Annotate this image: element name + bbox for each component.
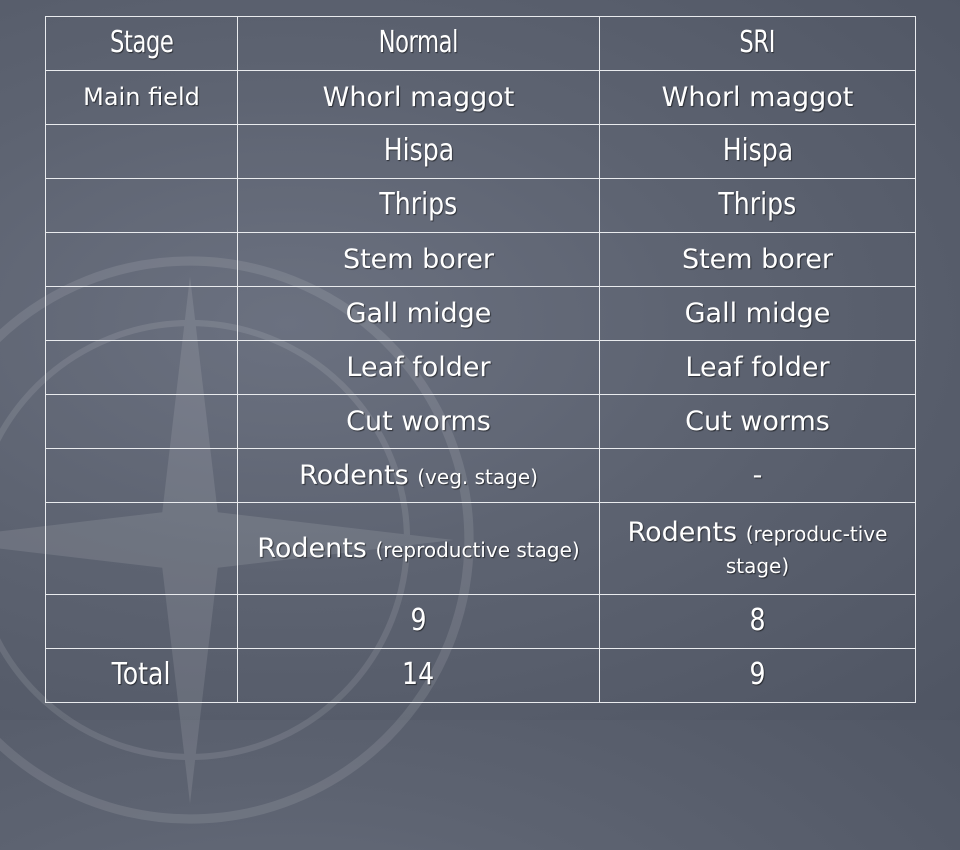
header-sri: SRI xyxy=(599,16,916,71)
sri-cell: 9 xyxy=(599,648,916,703)
normal-cell: Leaf folder xyxy=(237,340,600,395)
stage-cell xyxy=(45,178,238,233)
table-row: Rodents (reproductive stage) Rodents (re… xyxy=(45,502,916,595)
table-row: Main field Whorl maggot Whorl maggot xyxy=(45,70,916,125)
table-row: Stem borer Stem borer xyxy=(45,232,916,287)
table-row: Gall midge Gall midge xyxy=(45,286,916,341)
sri-cell: Gall midge xyxy=(599,286,916,341)
table-row: Rodents (veg. stage) - xyxy=(45,448,916,503)
stage-cell xyxy=(45,232,238,287)
stage-cell xyxy=(45,394,238,449)
sri-cell: Rodents (reproduc-tive stage) xyxy=(599,502,916,595)
header-normal: Normal xyxy=(237,16,600,71)
sri-cell: Hispa xyxy=(599,124,916,179)
sri-cell: 8 xyxy=(599,594,916,649)
pest-comparison-table: Stage Normal SRI Main field Whorl maggot… xyxy=(45,16,916,703)
normal-cell: Rodents (veg. stage) xyxy=(237,448,600,503)
stage-cell: Main field xyxy=(45,70,238,125)
stage-cell xyxy=(45,502,238,595)
header-stage: Stage xyxy=(45,16,238,71)
stage-cell: Total xyxy=(45,648,238,703)
stage-cell xyxy=(45,340,238,395)
normal-cell: 9 xyxy=(237,594,600,649)
normal-cell: Thrips xyxy=(237,178,600,233)
stage-cell xyxy=(45,286,238,341)
sri-cell: Whorl maggot xyxy=(599,70,916,125)
table-row: Hispa Hispa xyxy=(45,124,916,179)
normal-cell: Stem borer xyxy=(237,232,600,287)
normal-cell: Cut worms xyxy=(237,394,600,449)
normal-cell: Rodents (reproductive stage) xyxy=(237,502,600,595)
table-row: Cut worms Cut worms xyxy=(45,394,916,449)
table-row: Leaf folder Leaf folder xyxy=(45,340,916,395)
table-header-row: Stage Normal SRI xyxy=(45,16,916,71)
normal-cell: Gall midge xyxy=(237,286,600,341)
sri-cell: - xyxy=(599,448,916,503)
sri-cell: Cut worms xyxy=(599,394,916,449)
table-row: Thrips Thrips xyxy=(45,178,916,233)
normal-cell: Whorl maggot xyxy=(237,70,600,125)
normal-cell: 14 xyxy=(237,648,600,703)
stage-cell xyxy=(45,124,238,179)
sri-cell: Leaf folder xyxy=(599,340,916,395)
total-row: Total 14 9 xyxy=(45,648,916,703)
normal-cell: Hispa xyxy=(237,124,600,179)
stage-cell xyxy=(45,448,238,503)
table-row: 9 8 xyxy=(45,594,916,649)
sri-cell: Thrips xyxy=(599,178,916,233)
stage-cell xyxy=(45,594,238,649)
sri-cell: Stem borer xyxy=(599,232,916,287)
